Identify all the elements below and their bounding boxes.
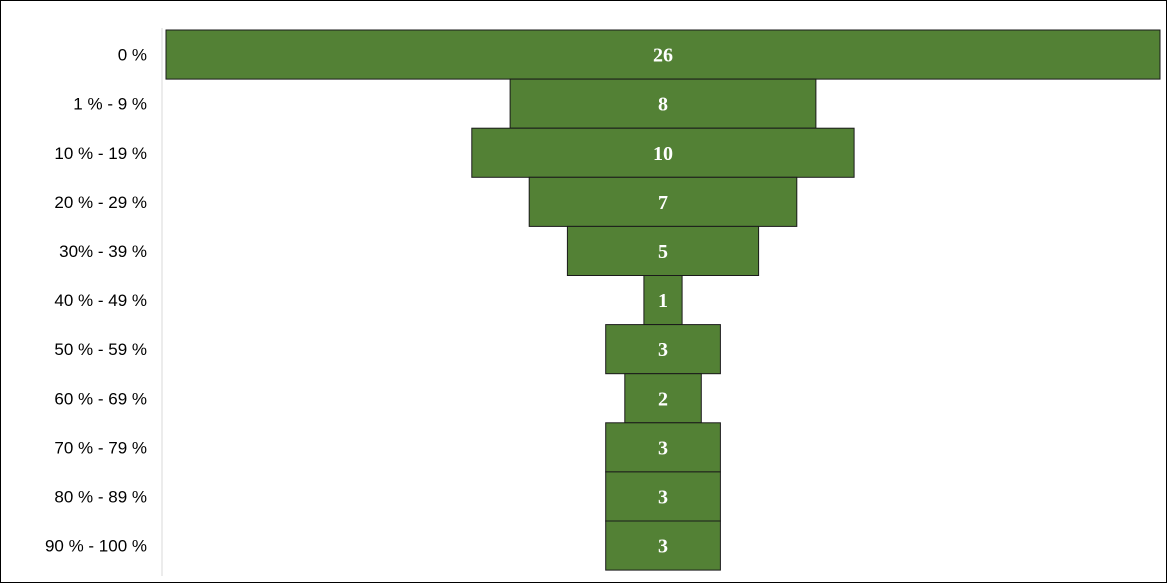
category-tick-label: 40 % - 49 %: [54, 291, 147, 310]
funnel-bar: [509, 78, 817, 129]
bar-value-label: 5: [658, 241, 668, 263]
bar-value-label: 7: [658, 192, 668, 214]
funnel-bar: [605, 471, 721, 522]
category-tick-label: 0 %: [118, 46, 147, 65]
funnel-bar: [566, 225, 760, 276]
category-tick-label: 1 % - 9 %: [73, 95, 147, 114]
category-tick-label: 10 % - 19 %: [54, 144, 147, 163]
funnel-bar: [605, 520, 721, 571]
category-tick-label: 70 % - 79 %: [54, 438, 147, 457]
category-tick-label: 50 % - 59 %: [54, 340, 147, 359]
category-tick-label: 90 % - 100 %: [45, 537, 147, 556]
funnel-bar: [528, 176, 798, 227]
funnel-bar: [624, 373, 702, 424]
bar-value-label: 3: [658, 339, 668, 361]
bar-value-label: 3: [658, 437, 668, 459]
bar-value-label: 3: [658, 536, 668, 558]
category-tick-label: 30% - 39 %: [59, 242, 147, 261]
funnel-bar: [605, 422, 721, 473]
funnel-bar: [605, 324, 721, 375]
category-tick-label: 20 % - 29 %: [54, 193, 147, 212]
category-tick-label: 80 % - 89 %: [54, 488, 147, 507]
bar-value-label: 26: [653, 45, 673, 67]
bar-value-label: 1: [658, 290, 668, 312]
bar-value-label: 2: [658, 388, 668, 410]
bar-value-label: 3: [658, 487, 668, 509]
funnel-bar: [643, 275, 683, 326]
bar-value-label: 8: [658, 94, 668, 116]
category-tick-label: 60 % - 69 %: [54, 389, 147, 408]
bar-value-label: 10: [653, 143, 673, 165]
